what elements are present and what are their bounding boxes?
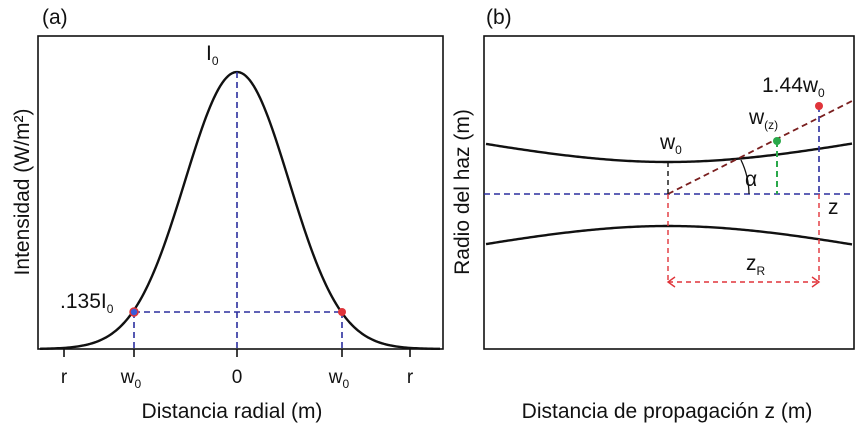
propagation-axis-label: z — [828, 196, 839, 219]
panel-b-frame — [483, 35, 855, 350]
wz-label: w(z) — [748, 106, 778, 132]
divergence-asymptote — [667, 99, 855, 195]
divergence-angle-arc — [740, 159, 750, 195]
left-e2-marker — [129, 307, 139, 317]
zr-right-arrowhead — [811, 276, 821, 288]
panel-a-frame — [37, 35, 444, 350]
panel-b-tag: (b) — [486, 6, 512, 29]
e2-intensity-label: .135I0 — [60, 290, 114, 316]
x-axis-ticks — [63, 349, 411, 357]
tick-label-w0-left: w0 — [120, 367, 142, 391]
rayleigh-red-marker — [815, 102, 823, 110]
tick-label-zero: 0 — [232, 367, 243, 388]
wz-green-marker — [773, 137, 781, 145]
panel-b-y-axis-title: Radio del haz (m) — [451, 109, 474, 275]
zr-left-arrowhead — [666, 276, 676, 288]
rayleigh-range-label: zR — [746, 252, 766, 278]
gaussian-intensity-curve — [39, 70, 441, 351]
waist-label: w0 — [659, 131, 682, 157]
panel-a-x-axis-title: Distancia radial (m) — [142, 400, 323, 423]
panel-a: r w0 0 w0 r (a) I0 .135I0 Intensidad (W/… — [11, 6, 444, 423]
beam-lower-envelope — [485, 224, 853, 246]
tick-label-r-left: r — [61, 367, 68, 388]
right-e2-marker — [338, 308, 346, 316]
panel-b: (b) w0 w(z) 1.44w0 α z zR Radio del haz … — [451, 6, 855, 423]
tick-label-w0-right: w0 — [328, 367, 350, 391]
divergence-angle-label: α — [745, 168, 757, 191]
rayleigh-point-label: 1.44w0 — [762, 74, 825, 100]
tick-label-r-right: r — [407, 367, 414, 388]
peak-intensity-label: I0 — [206, 42, 219, 68]
panel-b-x-axis-title: Distancia de propagación z (m) — [522, 400, 813, 423]
panel-a-y-axis-title: Intensidad (W/m²) — [11, 109, 34, 276]
panel-a-tag: (a) — [42, 6, 68, 29]
beam-upper-envelope — [485, 142, 853, 164]
